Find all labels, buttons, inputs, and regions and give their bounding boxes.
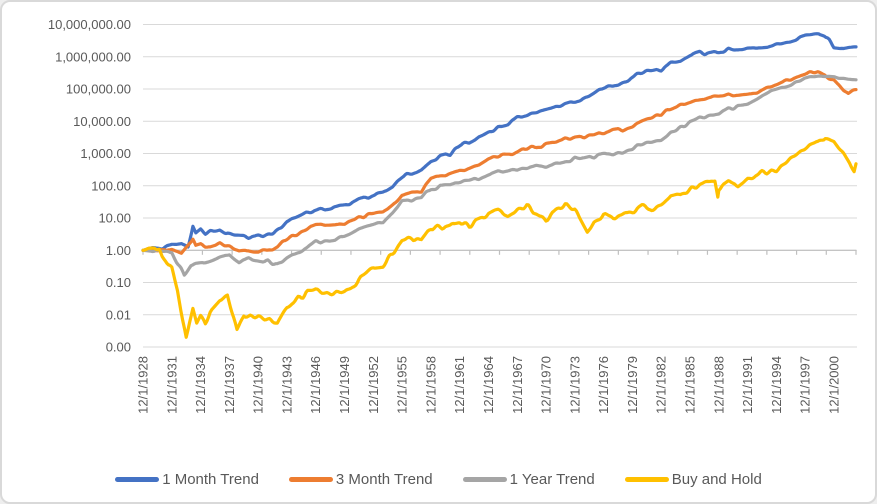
x-tick-label: 12/1/1928 — [136, 356, 151, 414]
legend-label: 1 Year Trend — [509, 471, 595, 488]
x-tick-label: 12/1/1931 — [164, 356, 179, 414]
y-tick-label: 0.01 — [106, 307, 131, 322]
x-tick-label: 12/1/2000 — [826, 356, 841, 414]
y-tick-label: 0.10 — [106, 275, 131, 290]
legend-swatch-icon — [115, 477, 160, 482]
x-tick-label: 12/1/1979 — [625, 356, 640, 414]
x-tick-label: 12/1/1976 — [596, 356, 611, 414]
y-tick-label: 1.00 — [106, 243, 131, 258]
x-tick-label: 12/1/1946 — [308, 356, 323, 414]
series-line-buy-and-hold — [141, 137, 858, 339]
legend-item-1-year-trend[interactable]: 1 Year Trend — [462, 471, 595, 488]
legend-item-3-month-trend[interactable]: 3 Month Trend — [288, 471, 433, 488]
y-tick-label: 100,000.00 — [66, 82, 131, 97]
x-tick-label: 12/1/1934 — [193, 356, 208, 414]
legend-item-buy-and-hold[interactable]: Buy and Hold — [624, 471, 762, 488]
x-axis-labels: 12/1/1928 12/1/1931 12/1/1934 12/1/1937 12/1… — [136, 356, 842, 414]
legend-label: Buy and Hold — [671, 471, 762, 488]
y-tick-label: 0.00 — [106, 340, 131, 355]
x-tick-label: 12/1/1964 — [481, 356, 496, 414]
x-tick-label: 12/1/1949 — [337, 356, 352, 414]
x-tick-label: 12/1/1970 — [539, 356, 554, 414]
legend-swatch-icon — [624, 477, 669, 482]
legend-swatch-icon — [462, 477, 507, 482]
legend-label: 3 Month Trend — [335, 471, 433, 488]
x-tick-label: 12/1/1991 — [740, 356, 755, 414]
x-tick-label: 12/1/1982 — [654, 356, 669, 414]
x-tick-label: 12/1/1988 — [711, 356, 726, 414]
chart-legend: 1 Month Trend 3 Month Trend 1 Year Trend Bu… — [2, 471, 875, 488]
y-tick-label: 100.00 — [91, 178, 131, 193]
x-tick-label: 12/1/1955 — [395, 356, 410, 414]
x-tick-label: 12/1/1967 — [510, 356, 525, 414]
y-tick-label: 1,000,000.00 — [55, 49, 131, 64]
y-tick-label: 10,000,000.00 — [48, 17, 131, 32]
legend-swatch-icon — [288, 477, 333, 482]
x-tick-label: 12/1/1985 — [682, 356, 697, 414]
x-tick-label: 12/1/1940 — [251, 356, 266, 414]
y-tick-label: 10,000.00 — [73, 114, 131, 129]
series-line-1-month-trend — [141, 32, 858, 252]
x-tick-label: 12/1/1994 — [769, 356, 784, 414]
series-lines — [141, 32, 858, 339]
x-tick-label: 12/1/1943 — [279, 356, 294, 414]
series-line-1-year-trend — [141, 74, 858, 277]
legend-item-1-month-trend[interactable]: 1 Month Trend — [115, 471, 259, 488]
x-tick-label: 12/1/1997 — [798, 356, 813, 414]
x-tick-label: 12/1/1961 — [452, 356, 467, 414]
x-tick-label: 12/1/1937 — [222, 356, 237, 414]
x-tick-label: 12/1/1952 — [366, 356, 381, 414]
legend-label: 1 Month Trend — [162, 471, 259, 488]
gridlines — [143, 24, 857, 348]
x-tick-label: 12/1/1958 — [423, 356, 438, 414]
series-line-3-month-trend — [141, 70, 858, 255]
y-axis-labels: 10,000,000.00 1,000,000.00 100,000.00 10,00… — [48, 17, 131, 355]
y-tick-label: 10.00 — [98, 211, 131, 226]
x-tick-label: 12/1/1973 — [567, 356, 582, 414]
y-tick-label: 1,000.00 — [80, 146, 131, 161]
